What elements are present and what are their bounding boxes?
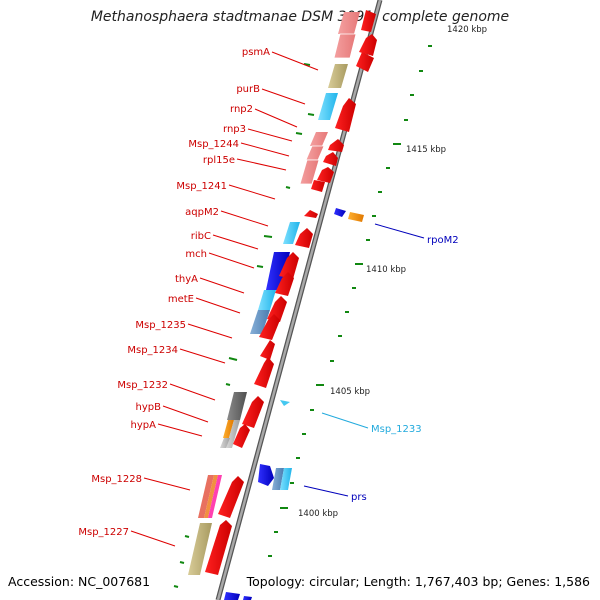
leader-line-prs	[303, 485, 349, 497]
scale-labels: 1420 kbp 1415 kbp 1410 kbp 1405 kbp 1400…	[298, 25, 487, 519]
gene-label-msp1227[interactable]: Msp_1227	[78, 527, 129, 538]
gene-arrow	[311, 180, 325, 192]
leader-lines	[130, 51, 319, 547]
gene-box-salmon	[198, 475, 214, 518]
gene-arrow	[233, 424, 250, 448]
gene-features-right	[224, 208, 364, 600]
genome-backbone	[215, 0, 383, 600]
leader-line-rpom2	[374, 223, 425, 239]
gene-arrow	[359, 34, 377, 56]
gene-label-msp1244[interactable]: Msp_1244	[188, 139, 239, 150]
gene-label-psma[interactable]: psmA	[242, 47, 270, 58]
gene-label-rpom2[interactable]: rpoM2	[427, 235, 459, 246]
gene-box-steel	[250, 310, 270, 334]
gene-arrow	[242, 396, 264, 428]
gene-arrow-rpom2	[334, 208, 346, 217]
gene-arrow-prs	[258, 464, 274, 486]
gene-labels-left: psmA purB rnp2 rnp3 Msp_1244 rpl15e Msp_…	[78, 47, 270, 538]
gene-box-olive	[328, 64, 348, 88]
gene-arrow	[205, 520, 232, 575]
gene-features-arrows	[205, 10, 377, 575]
gene-label-rpl15e[interactable]: rpl15e	[203, 155, 235, 166]
gene-arrow	[259, 314, 280, 340]
gene-arrow	[295, 228, 313, 248]
scale-label: 1410 kbp	[366, 265, 406, 275]
gene-arrow	[260, 340, 275, 360]
scale-ticks	[268, 45, 432, 557]
gene-arrow	[335, 98, 356, 132]
gene-box-cyan	[318, 93, 338, 120]
gene-box-cyan	[280, 468, 292, 490]
gene-box-blue	[243, 596, 252, 600]
gene-arrow	[304, 210, 318, 218]
map-title: Methanosphaera stadtmanae DSM 3091, comp…	[90, 9, 510, 25]
topology-text: Topology: circular; Length: 1,767,403 bp…	[246, 574, 590, 589]
scale-label: 1405 kbp	[330, 387, 370, 397]
scale-label: 1400 kbp	[298, 509, 338, 519]
gene-label-thya[interactable]: thyA	[175, 274, 198, 285]
gene-arrow	[279, 252, 299, 279]
gene-label-ribc[interactable]: ribC	[191, 231, 211, 242]
gene-box-pink	[299, 159, 320, 185]
gene-arrow	[275, 272, 294, 296]
gene-label-msp1228[interactable]: Msp_1228	[91, 474, 142, 485]
gene-arrow	[218, 476, 244, 518]
backbone-ticks	[173, 63, 315, 588]
gene-labels-right: rpoM2 Msp_1233 prs	[351, 235, 459, 503]
scale-label: 1415 kbp	[406, 145, 446, 155]
gene-arrow	[356, 52, 374, 72]
gene-label-rnp3[interactable]: rnp3	[223, 124, 246, 135]
gene-arrow	[317, 167, 334, 183]
leader-line-msp1233	[321, 412, 369, 429]
gene-box-blue	[224, 592, 240, 600]
gene-box-pink	[305, 145, 325, 161]
gene-box-gray	[227, 392, 247, 420]
gene-label-msp1232[interactable]: Msp_1232	[117, 380, 168, 391]
gene-box-olive	[188, 523, 212, 575]
gene-features-left	[188, 12, 360, 575]
gene-label-mch[interactable]: mch	[185, 249, 207, 260]
gene-box-orange	[348, 212, 364, 222]
gene-arrow	[328, 139, 344, 152]
gene-arrow	[361, 10, 376, 32]
gene-label-hypb[interactable]: hypB	[136, 402, 162, 413]
gene-label-purb[interactable]: purB	[236, 84, 260, 95]
gene-box-pink	[310, 132, 328, 146]
gene-arrow	[254, 357, 274, 388]
gene-label-msp1241[interactable]: Msp_1241	[176, 181, 227, 192]
gene-label-rnp2[interactable]: rnp2	[230, 104, 253, 115]
gene-label-msp1235[interactable]: Msp_1235	[135, 320, 186, 331]
gene-label-aqpm2[interactable]: aqpM2	[185, 207, 219, 218]
gene-label-prs[interactable]: prs	[351, 492, 367, 503]
gene-box-cyan	[258, 290, 276, 310]
gene-box-orange	[204, 475, 218, 518]
gene-box-pink	[338, 12, 360, 34]
gene-box-silver	[226, 420, 240, 448]
scale-label: 1420 kbp	[447, 25, 487, 35]
gene-box-magenta	[208, 475, 222, 518]
accession-text: Accession: NC_007681	[8, 574, 151, 589]
gene-label-msp1234[interactable]: Msp_1234	[127, 345, 178, 356]
gene-label-hypa[interactable]: hypA	[131, 420, 157, 431]
gene-label-mete[interactable]: metE	[168, 294, 194, 305]
gene-label-msp1233[interactable]: Msp_1233	[371, 424, 422, 435]
gene-box-orange	[223, 420, 234, 438]
gene-box-pink	[333, 33, 357, 59]
gene-box-cyan	[283, 222, 300, 244]
gene-box-silver	[220, 438, 230, 448]
gene-arrow	[267, 296, 287, 322]
gene-arrow-msp1233	[280, 400, 290, 406]
gene-arrow	[323, 152, 338, 166]
